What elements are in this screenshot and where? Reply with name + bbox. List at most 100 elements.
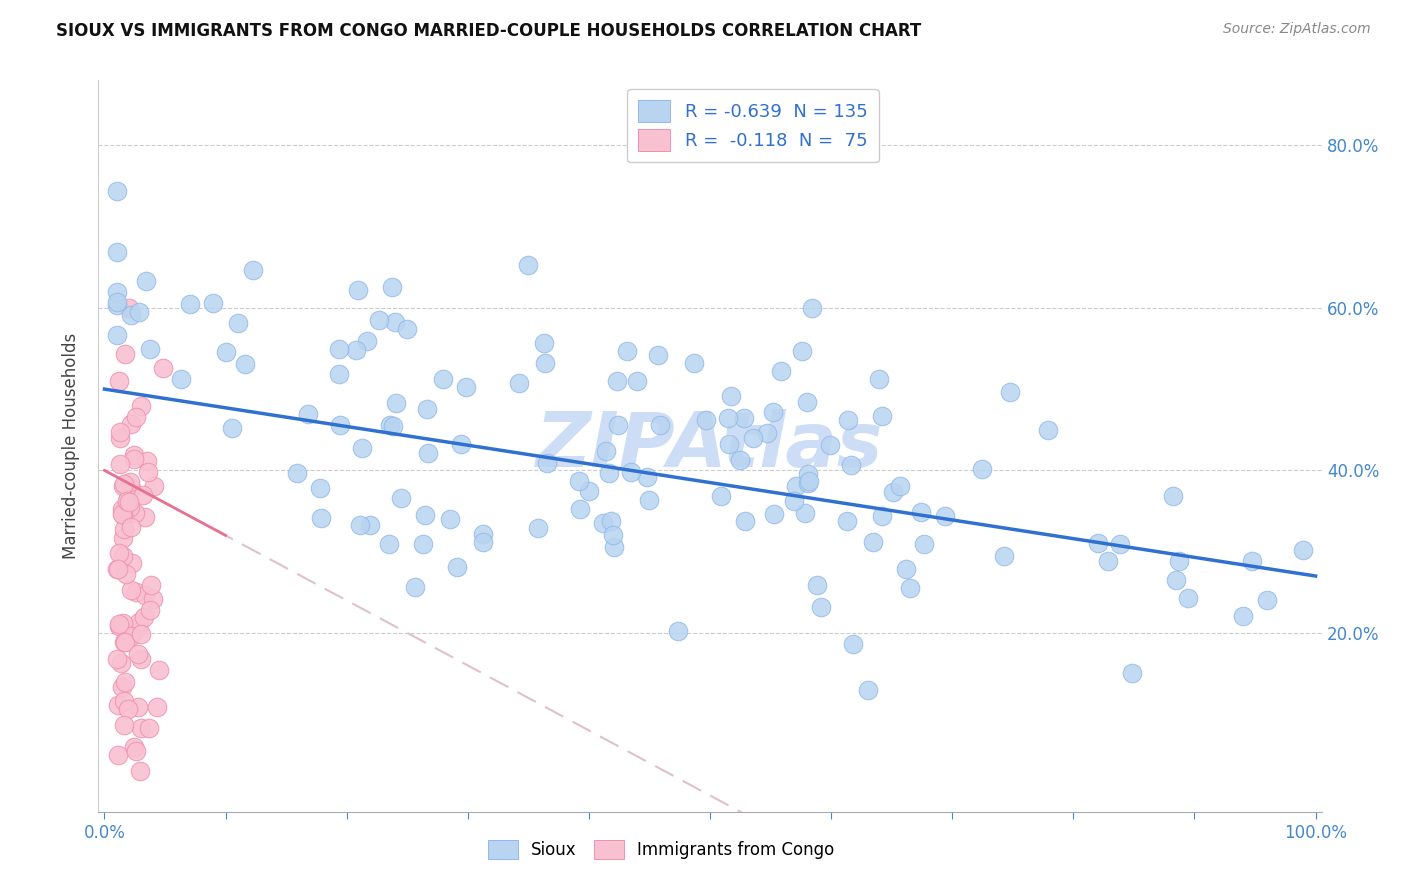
Point — [446, 559, 468, 574]
Point — [350, 441, 373, 455]
Point — [1256, 593, 1278, 607]
Point — [797, 475, 820, 489]
Point — [107, 748, 129, 763]
Point — [127, 620, 149, 634]
Point — [432, 372, 454, 386]
Point — [120, 520, 142, 534]
Point — [107, 562, 129, 576]
Point — [309, 511, 332, 525]
Point — [450, 437, 472, 451]
Point — [108, 425, 131, 439]
Point — [114, 501, 136, 516]
Point — [720, 389, 742, 403]
Point — [108, 431, 131, 445]
Point — [970, 462, 993, 476]
Point — [412, 537, 434, 551]
Point — [381, 279, 404, 293]
Point — [626, 374, 648, 388]
Point — [120, 583, 142, 598]
Point — [112, 693, 135, 707]
Point — [105, 184, 128, 198]
Point — [858, 683, 880, 698]
Point — [221, 421, 243, 435]
Point — [131, 399, 153, 413]
Point — [870, 409, 893, 424]
Point — [717, 437, 740, 451]
Point — [118, 475, 141, 489]
Point — [837, 412, 859, 426]
Point — [616, 343, 638, 358]
Point — [870, 508, 893, 523]
Point — [124, 452, 146, 467]
Point — [1177, 591, 1199, 605]
Point — [344, 343, 367, 357]
Point — [329, 418, 352, 433]
Point — [709, 489, 731, 503]
Point — [934, 509, 956, 524]
Point — [115, 494, 138, 508]
Point — [112, 531, 135, 545]
Point — [862, 534, 884, 549]
Point — [121, 556, 143, 570]
Point — [533, 356, 555, 370]
Point — [105, 651, 128, 665]
Point — [395, 322, 418, 336]
Point — [889, 479, 911, 493]
Point — [134, 589, 156, 603]
Point — [404, 581, 426, 595]
Point — [389, 491, 412, 505]
Point — [527, 521, 550, 535]
Point — [105, 562, 128, 576]
Point — [179, 296, 201, 310]
Point — [796, 394, 818, 409]
Point — [356, 334, 378, 348]
Point — [111, 549, 134, 563]
Point — [105, 328, 128, 343]
Point — [471, 534, 494, 549]
Point — [124, 506, 146, 520]
Point — [114, 674, 136, 689]
Point — [124, 744, 146, 758]
Point — [797, 467, 820, 482]
Point — [114, 347, 136, 361]
Point — [756, 426, 779, 441]
Point — [1292, 542, 1315, 557]
Point — [606, 374, 628, 388]
Point — [148, 664, 170, 678]
Point — [242, 262, 264, 277]
Point — [607, 417, 630, 432]
Point — [226, 316, 249, 330]
Point — [595, 443, 617, 458]
Text: Source: ZipAtlas.com: Source: ZipAtlas.com — [1223, 22, 1371, 37]
Point — [456, 380, 478, 394]
Point — [115, 566, 138, 581]
Point — [120, 630, 142, 644]
Point — [998, 384, 1021, 399]
Point — [377, 537, 399, 551]
Point — [381, 419, 404, 434]
Point — [600, 514, 623, 528]
Point — [111, 508, 134, 522]
Point — [131, 722, 153, 736]
Point — [135, 274, 157, 288]
Point — [533, 336, 555, 351]
Point — [111, 680, 134, 694]
Point — [734, 514, 756, 528]
Point — [835, 514, 858, 528]
Point — [818, 438, 841, 452]
Point — [647, 349, 669, 363]
Point — [297, 407, 319, 421]
Point — [117, 491, 139, 505]
Point — [1161, 489, 1184, 503]
Point — [117, 495, 139, 509]
Point — [1109, 537, 1132, 551]
Point — [108, 617, 131, 632]
Point — [112, 522, 135, 536]
Point — [385, 395, 408, 409]
Point — [763, 507, 786, 521]
Point — [308, 481, 330, 495]
Point — [127, 647, 149, 661]
Point — [112, 508, 135, 522]
Text: SIOUX VS IMMIGRANTS FROM CONGO MARRIED-COUPLE HOUSEHOLDS CORRELATION CHART: SIOUX VS IMMIGRANTS FROM CONGO MARRIED-C… — [56, 22, 921, 40]
Point — [769, 364, 792, 378]
